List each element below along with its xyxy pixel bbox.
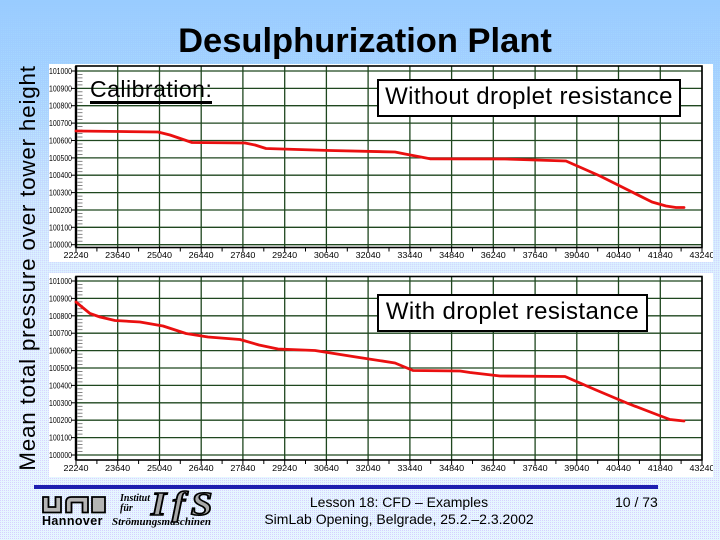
- svg-text:32040: 32040: [356, 250, 381, 260]
- svg-text:100900: 100900: [49, 293, 72, 303]
- svg-text:36240: 36240: [481, 250, 506, 260]
- svg-text:25040: 25040: [147, 463, 172, 473]
- svg-text:39040: 39040: [564, 463, 589, 473]
- svg-text:101000: 101000: [49, 276, 72, 286]
- svg-text:37640: 37640: [523, 250, 548, 260]
- svg-text:27840: 27840: [230, 463, 255, 473]
- svg-text:100600: 100600: [49, 346, 72, 356]
- svg-text:30640: 30640: [314, 250, 339, 260]
- svg-text:33440: 33440: [397, 250, 422, 260]
- svg-text:29240: 29240: [272, 250, 297, 260]
- svg-text:22240: 22240: [64, 463, 89, 473]
- svg-text:23640: 23640: [105, 250, 130, 260]
- svg-text:100000: 100000: [49, 450, 72, 460]
- svg-text:43240: 43240: [690, 250, 714, 260]
- svg-text:41840: 41840: [648, 250, 673, 260]
- svg-text:100000: 100000: [49, 240, 72, 250]
- svg-text:100200: 100200: [49, 415, 72, 425]
- svg-text:39040: 39040: [564, 250, 589, 260]
- svg-text:100700: 100700: [49, 118, 72, 128]
- svg-text:22240: 22240: [64, 250, 89, 260]
- svg-text:100400: 100400: [49, 380, 72, 390]
- svg-text:26440: 26440: [189, 250, 214, 260]
- svg-text:100200: 100200: [49, 205, 72, 215]
- svg-text:100400: 100400: [49, 170, 72, 180]
- svg-text:36240: 36240: [481, 463, 506, 473]
- svg-text:100500: 100500: [49, 363, 72, 373]
- svg-text:40440: 40440: [606, 463, 631, 473]
- svg-text:40440: 40440: [606, 250, 631, 260]
- svg-text:23640: 23640: [105, 463, 130, 473]
- svg-text:100700: 100700: [49, 328, 72, 338]
- svg-text:33440: 33440: [397, 463, 422, 473]
- svg-text:32040: 32040: [356, 463, 381, 473]
- svg-text:100600: 100600: [49, 136, 72, 146]
- svg-text:27840: 27840: [230, 250, 255, 260]
- svg-text:100300: 100300: [49, 188, 72, 198]
- svg-text:34840: 34840: [439, 463, 464, 473]
- svg-text:100500: 100500: [49, 153, 72, 163]
- svg-text:41840: 41840: [648, 463, 673, 473]
- svg-text:101000: 101000: [49, 66, 72, 76]
- svg-text:100100: 100100: [49, 433, 72, 443]
- svg-text:100800: 100800: [49, 101, 72, 111]
- svg-text:100800: 100800: [49, 311, 72, 321]
- svg-text:100300: 100300: [49, 398, 72, 408]
- svg-text:25040: 25040: [147, 250, 172, 260]
- svg-text:37640: 37640: [523, 463, 548, 473]
- svg-text:100900: 100900: [49, 83, 72, 93]
- svg-text:43240: 43240: [690, 463, 714, 473]
- svg-text:100100: 100100: [49, 222, 72, 232]
- svg-text:34840: 34840: [439, 250, 464, 260]
- svg-text:30640: 30640: [314, 463, 339, 473]
- svg-text:26440: 26440: [189, 463, 214, 473]
- svg-text:29240: 29240: [272, 463, 297, 473]
